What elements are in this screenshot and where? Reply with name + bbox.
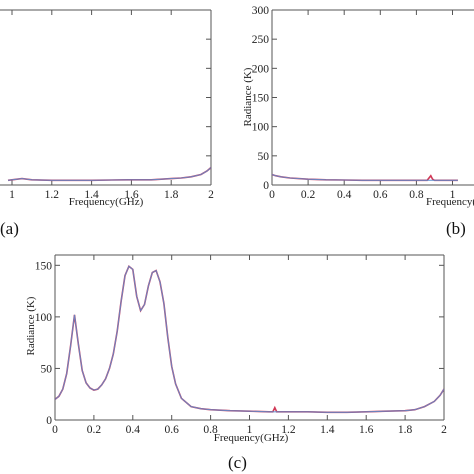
panel-b-ytick-label: 50 (258, 151, 270, 163)
panel-b-xtick-label: 0.4 (337, 189, 352, 201)
panel-a: 1 1.2 1.4 1.6 1.8 2 Frequency(GHz) (a) (0, 9, 214, 238)
panel-c-xtick-label: 0.2 (87, 424, 102, 436)
panel-a-axes: 1 1.2 1.4 1.6 1.8 2 (0, 9, 214, 201)
panel-b-xlabel: Frequency(GHz) (426, 196, 474, 208)
panel-a-xtick-label: 1.2 (45, 189, 60, 201)
panel-c-xtick-label: 1.2 (281, 424, 296, 436)
panel-b-series-blue-line (272, 173, 458, 181)
panel-c-ylabel: Radiance (K) (25, 296, 37, 355)
panel-a-xtick-label: 1 (9, 189, 15, 201)
panel-b: 0 0.2 0.4 0.6 0.8 1 0 50 100 150 200 250 300 Frequen… (242, 5, 474, 238)
panel-c-axes: 0 0.2 0.4 0.6 0.8 1 1.2 1.4 1.6 1.8 2 0 50 100 150 (35, 254, 447, 436)
panel-c-series (55, 265, 444, 414)
panel-c-xtick-label: 2 (441, 424, 447, 436)
panel-b-ytick-label: 200 (252, 63, 270, 75)
panel-a-label: (a) (0, 219, 19, 238)
panel-c-xtick-label: 0.4 (126, 424, 141, 436)
panel-b-xtick-label: 0.8 (409, 189, 424, 201)
panel-c-ytick-label: 100 (35, 312, 53, 324)
panel-b-xtick-label: 1 (450, 189, 456, 201)
panel-b-xtick-label: 0 (269, 189, 275, 201)
panel-c: 0 0.2 0.4 0.6 0.8 1 1.2 1.4 1.6 1.8 2 0 50 100 150 Fre… (25, 254, 447, 472)
panel-b-xtick-label: 0.2 (301, 189, 316, 201)
panel-c-xtick-label: 1.4 (320, 424, 335, 436)
panel-c-series-blue-line (55, 265, 444, 413)
panel-c-ytick-label: 0 (46, 415, 52, 427)
panel-a-series (7, 166, 211, 182)
panel-b-ytick-label: 100 (252, 122, 270, 134)
panel-b-ylabel: Radiance (K) (242, 67, 254, 126)
panel-c-xtick-label: 0.8 (203, 424, 218, 436)
panel-b-xtick-label: 0.6 (373, 189, 388, 201)
panel-c-series-red-line (55, 265, 444, 414)
panel-a-xtick-label: 1.4 (84, 189, 99, 201)
panel-c-xtick-label: 1 (247, 424, 253, 436)
panel-c-ytick-label: 50 (41, 363, 53, 375)
panel-b-ytick-label: 250 (252, 34, 270, 46)
panel-b-series-red-line (272, 173, 458, 182)
panel-b-axes: 0 0.2 0.4 0.6 0.8 1 0 50 100 150 200 250 300 (252, 5, 474, 201)
panel-c-label: (c) (228, 453, 247, 472)
panel-c-xlabel: Frequency(GHz) (214, 432, 289, 444)
panel-c-ytick-label: 150 (35, 260, 53, 272)
panel-a-xtick-label: 1.8 (164, 189, 179, 201)
panel-c-xtick-label: 1.6 (359, 424, 374, 436)
panel-c-xtick-label: 1.8 (398, 424, 413, 436)
panel-c-xtick-label: 0 (52, 424, 58, 436)
panel-a-xlabel: Frequency(GHz) (69, 196, 144, 208)
panel-a-series-blue-line (7, 167, 211, 181)
panel-b-ytick-label: 300 (252, 5, 270, 17)
panel-a-xtick-label: 2 (208, 189, 214, 201)
panel-b-ytick-label: 150 (252, 93, 270, 105)
panel-b-ytick-label: 0 (263, 180, 269, 192)
panel-c-xtick-label: 0.6 (165, 424, 180, 436)
panel-a-xtick-label: 1.6 (124, 189, 139, 201)
panel-b-series (272, 173, 458, 182)
panel-b-label: (b) (446, 219, 466, 238)
